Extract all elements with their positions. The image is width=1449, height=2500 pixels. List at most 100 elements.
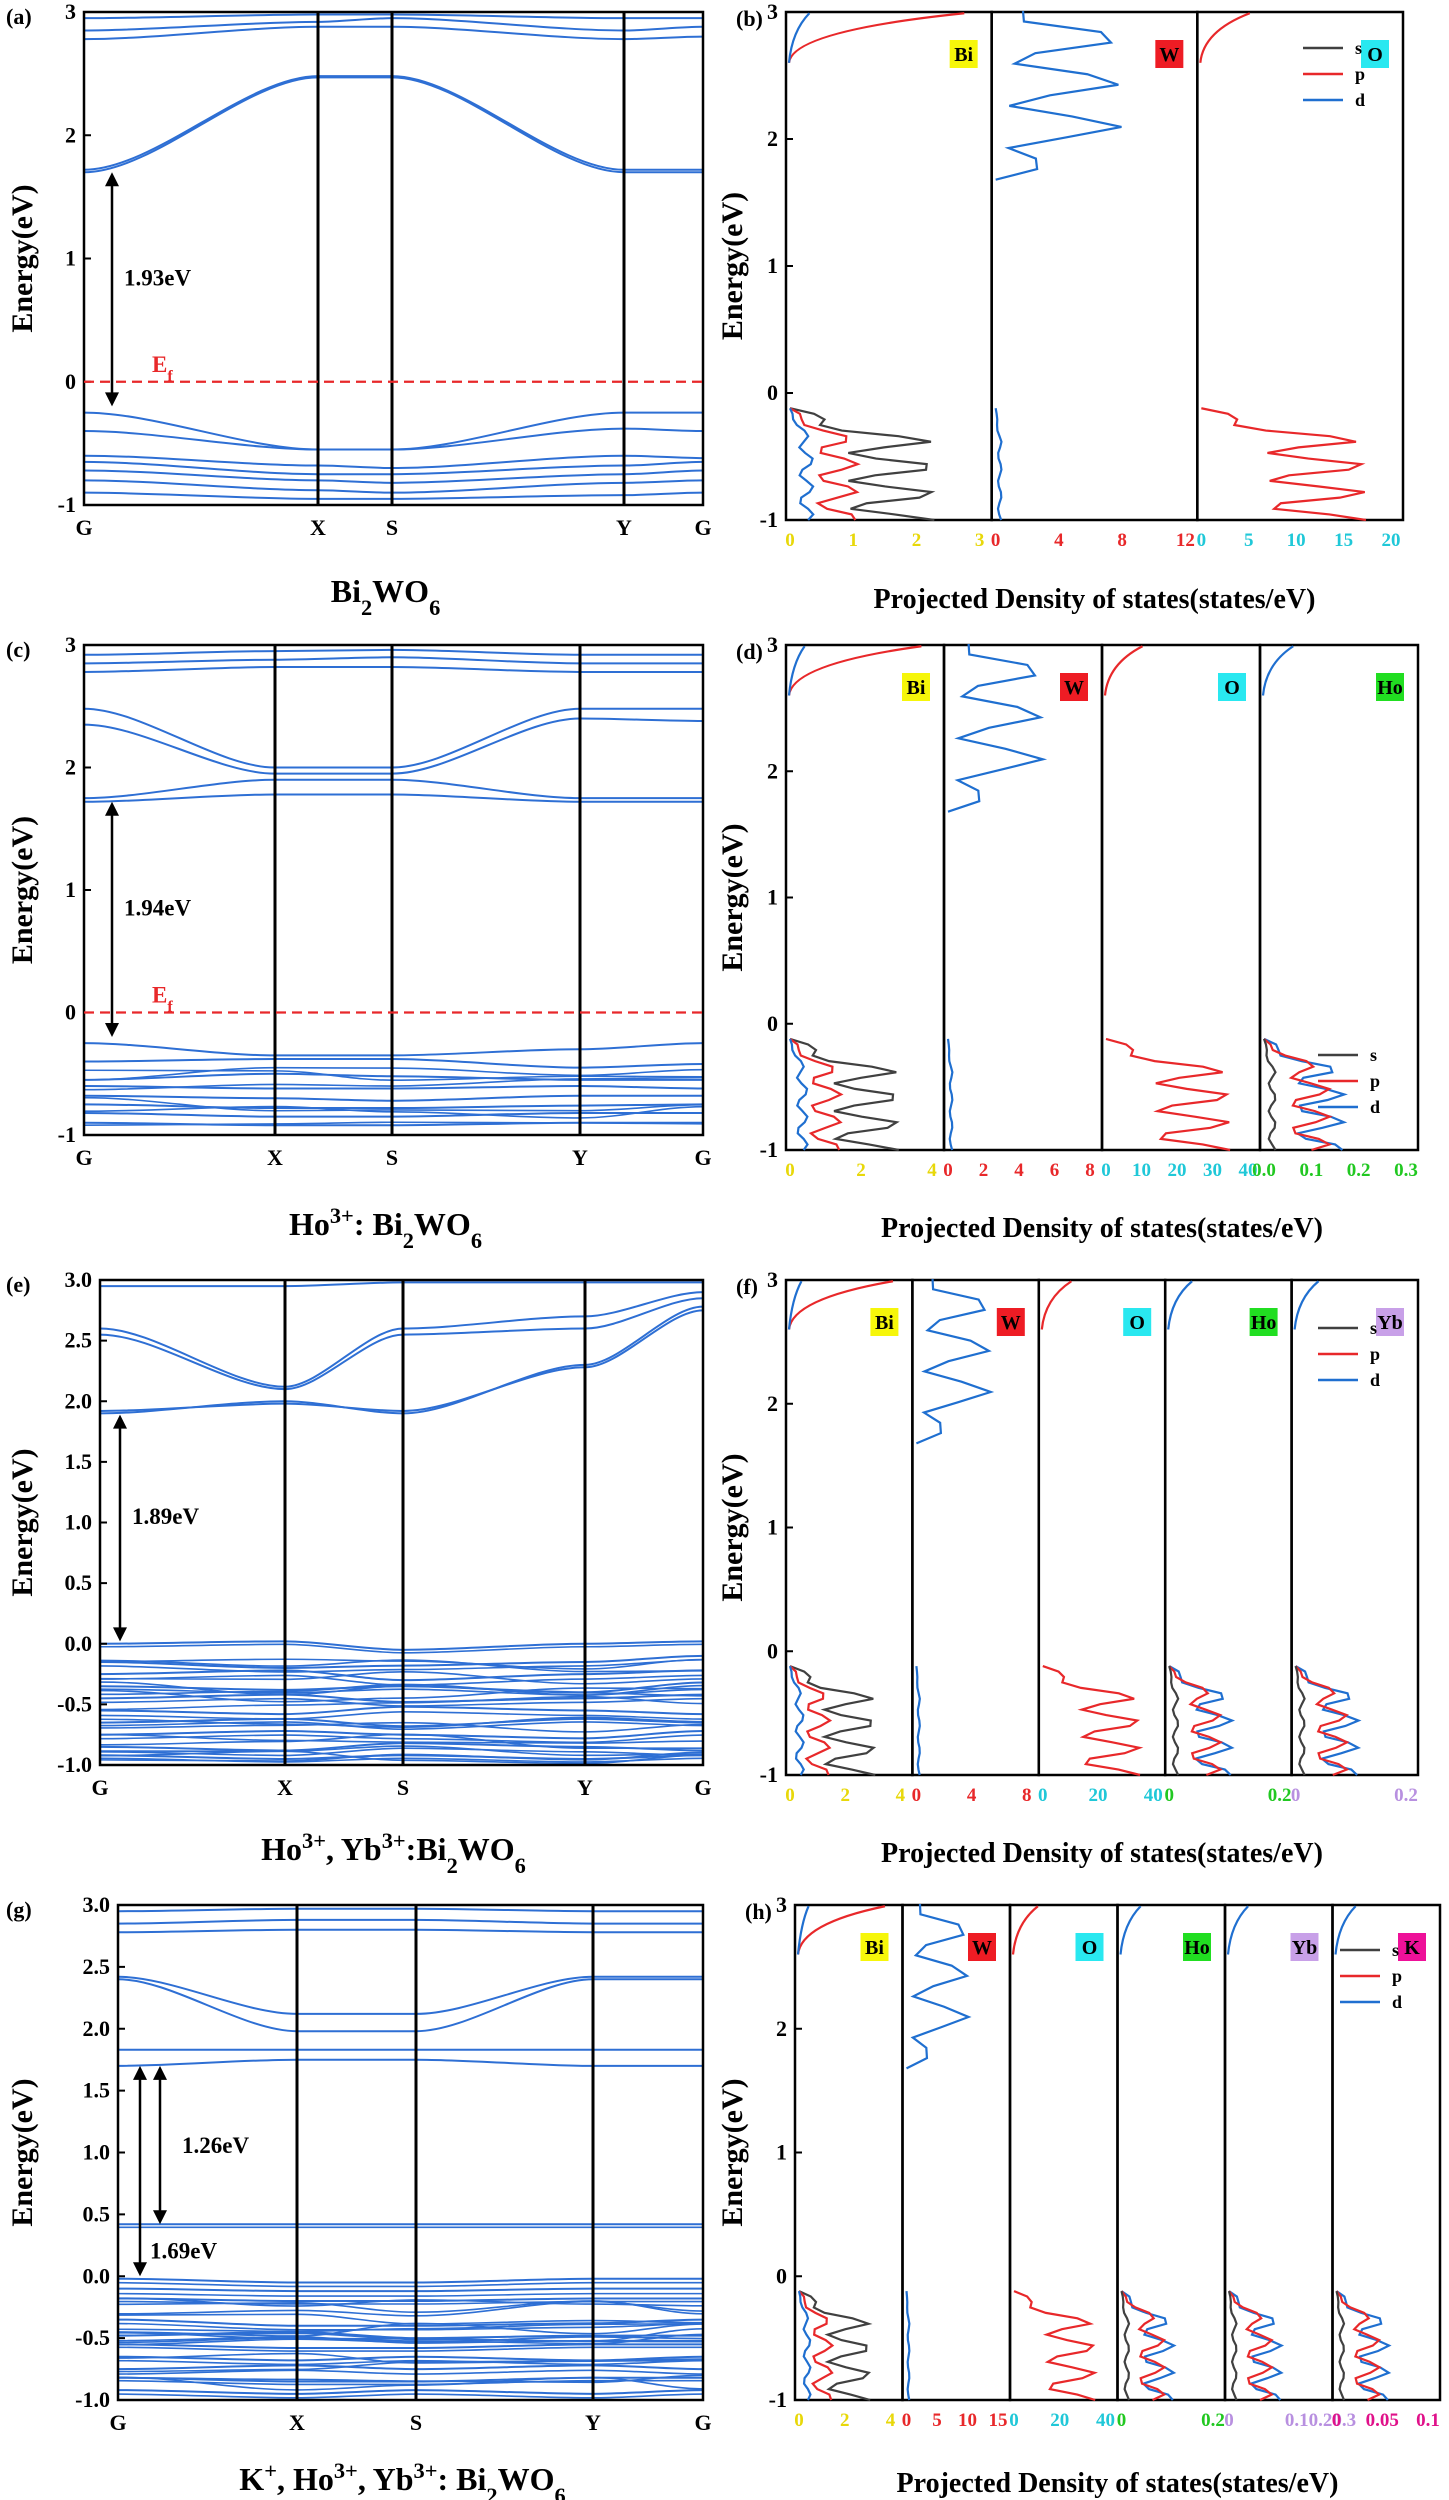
pdos-subpanel-k: K 0 0.05 0.1 <box>1331 1903 1442 2431</box>
kpoint-label: S <box>386 1145 398 1170</box>
dos-curve <box>788 1038 809 1151</box>
x-tick-label: 0.1 <box>1416 2410 1440 2431</box>
y-tick-label: 0.5 <box>65 1570 93 1595</box>
x-tick-label: 0 <box>1009 2410 1019 2431</box>
x-tick-label: 5 <box>1244 530 1254 551</box>
arrow-head <box>113 1627 127 1642</box>
subpanel-frame <box>793 1903 904 2402</box>
x-tick-label: 10 <box>958 2410 977 2431</box>
y-tick-label: 3.0 <box>83 1892 111 1917</box>
element-label: Ho <box>1377 677 1403 699</box>
subpanel-frame <box>1223 1903 1334 2402</box>
dos-curve <box>787 12 811 63</box>
element-badge <box>1290 1933 1319 1961</box>
y-tick-label: 1 <box>767 1515 778 1540</box>
y-tick-label: 2 <box>776 2016 787 2041</box>
dos-curve <box>788 407 815 521</box>
y-axis-label: Energy(eV) <box>6 2078 39 2226</box>
y-tick-label: 0.0 <box>83 2263 111 2288</box>
subpanel-frame <box>1331 1903 1442 2402</box>
kpoint-label: G <box>694 1775 711 1800</box>
arrow-head <box>113 1414 127 1429</box>
element-badge <box>968 1933 996 1961</box>
pdos-subpanel-o: O 0 20 40 <box>1008 1903 1119 2431</box>
x-tick-label: 12 <box>1176 530 1195 551</box>
dos-curve <box>789 1037 900 1152</box>
y-tick-label: 3 <box>767 632 778 657</box>
x-tick-label: 0.0 <box>1252 1160 1276 1181</box>
band-line <box>118 1928 703 1934</box>
legend-label: p <box>1370 1071 1380 1091</box>
dos-curve <box>1263 1038 1333 1152</box>
subpanel-frame <box>1008 1903 1119 2402</box>
dos-curve <box>1013 2290 1098 2402</box>
dos-curve <box>789 1665 833 1776</box>
y-tick-label: 2.5 <box>65 1328 93 1353</box>
pdos-subpanel-w: W 0 4 8 <box>911 1278 1041 1806</box>
x-tick-label: 0 <box>794 2410 804 2431</box>
kpoint-label: Y <box>572 1145 588 1170</box>
band-line <box>118 2058 703 2067</box>
dos-curve <box>1227 2290 1238 2401</box>
x-tick-label: 4 <box>1014 1160 1024 1181</box>
y-tick-label: 1 <box>776 2140 787 2165</box>
legend-label: p <box>1392 1966 1402 1986</box>
pdos-subpanel-yb: Yb0 0.10.20.3 <box>1223 1903 1356 2431</box>
subpanel-frame <box>1037 1278 1167 1777</box>
dos-curve <box>1120 2290 1177 2401</box>
band-gap-label: 1.89eV <box>132 1504 199 1529</box>
dos-curve <box>915 1278 995 1445</box>
arrow-head <box>133 2262 147 2277</box>
x-tick-label: 20 <box>1050 2410 1069 2431</box>
kpoint-label: X <box>289 2410 305 2435</box>
dos-curve <box>1295 1665 1362 1776</box>
dos-curve <box>946 1038 954 1151</box>
pdos-subpanel-w: W 0 5 10 15 <box>901 1903 1012 2431</box>
y-tick-label: 0 <box>65 369 76 394</box>
element-badge <box>860 1933 889 1961</box>
x-axis-label: Projected Density of states(states/eV) <box>874 584 1316 615</box>
element-badge <box>1155 40 1184 68</box>
kpoint-label: Y <box>585 2410 601 2435</box>
x-tick-label: 0 <box>1164 1785 1174 1806</box>
pdos-subpanel-bi: Bi 0 2 4 <box>793 1903 904 2431</box>
x-tick-label: 0.2 <box>1268 1785 1292 1806</box>
element-badge <box>902 673 930 701</box>
panel-label: (d) <box>736 639 763 664</box>
x-tick-label: 4 <box>927 1160 937 1181</box>
dos-curve <box>915 1665 921 1776</box>
pdos-panel: Bi 0 2 4 W 0 2 4 6 8 O 0 10 20 30 40 Ho 0.0 0.1 0.2 0.3 -1 0 1 2… <box>716 632 1420 1244</box>
x-tick-label: 0 <box>785 1160 795 1181</box>
x-tick-label: 1 <box>848 530 858 551</box>
band-line <box>118 2287 703 2293</box>
pdos-subpanel-yb: Yb 0 0.2 <box>1290 1278 1420 1806</box>
dos-curve <box>947 643 1048 813</box>
band-gap-label: 1.26eV <box>182 2133 249 2158</box>
y-tick-label: 3 <box>65 0 76 24</box>
y-tick-label: -1 <box>760 1762 778 1787</box>
band-line <box>118 2393 703 2399</box>
y-axis-label: Energy(eV) <box>716 1453 749 1601</box>
x-tick-label: 2 <box>979 1160 989 1181</box>
kpoint-label: X <box>267 1145 283 1170</box>
arrow-head <box>153 2210 167 2225</box>
legend-label: s <box>1370 1318 1377 1338</box>
dos-curve <box>1168 1665 1224 1777</box>
dos-curve <box>787 12 965 64</box>
x-tick-label: 2 <box>840 1785 850 1806</box>
kpoint-label: X <box>310 515 326 540</box>
x-tick-label: 4 <box>886 2410 896 2431</box>
element-label: O <box>1082 1937 1098 1959</box>
x-axis-label: Projected Density of states(states/eV) <box>881 1213 1323 1244</box>
y-tick-label: -0.5 <box>75 2325 110 2350</box>
x-tick-label: 0.1 <box>1299 1160 1323 1181</box>
kpoint-label: G <box>75 515 92 540</box>
subpanel-frame <box>1290 1278 1420 1777</box>
y-tick-label: 0.5 <box>83 2201 111 2226</box>
dos-curve <box>1168 1665 1180 1776</box>
dos-curve <box>1105 1037 1231 1152</box>
y-tick-label: 2.5 <box>83 1954 111 1979</box>
kpoint-label: G <box>75 1145 92 1170</box>
legend-label: p <box>1355 64 1365 84</box>
